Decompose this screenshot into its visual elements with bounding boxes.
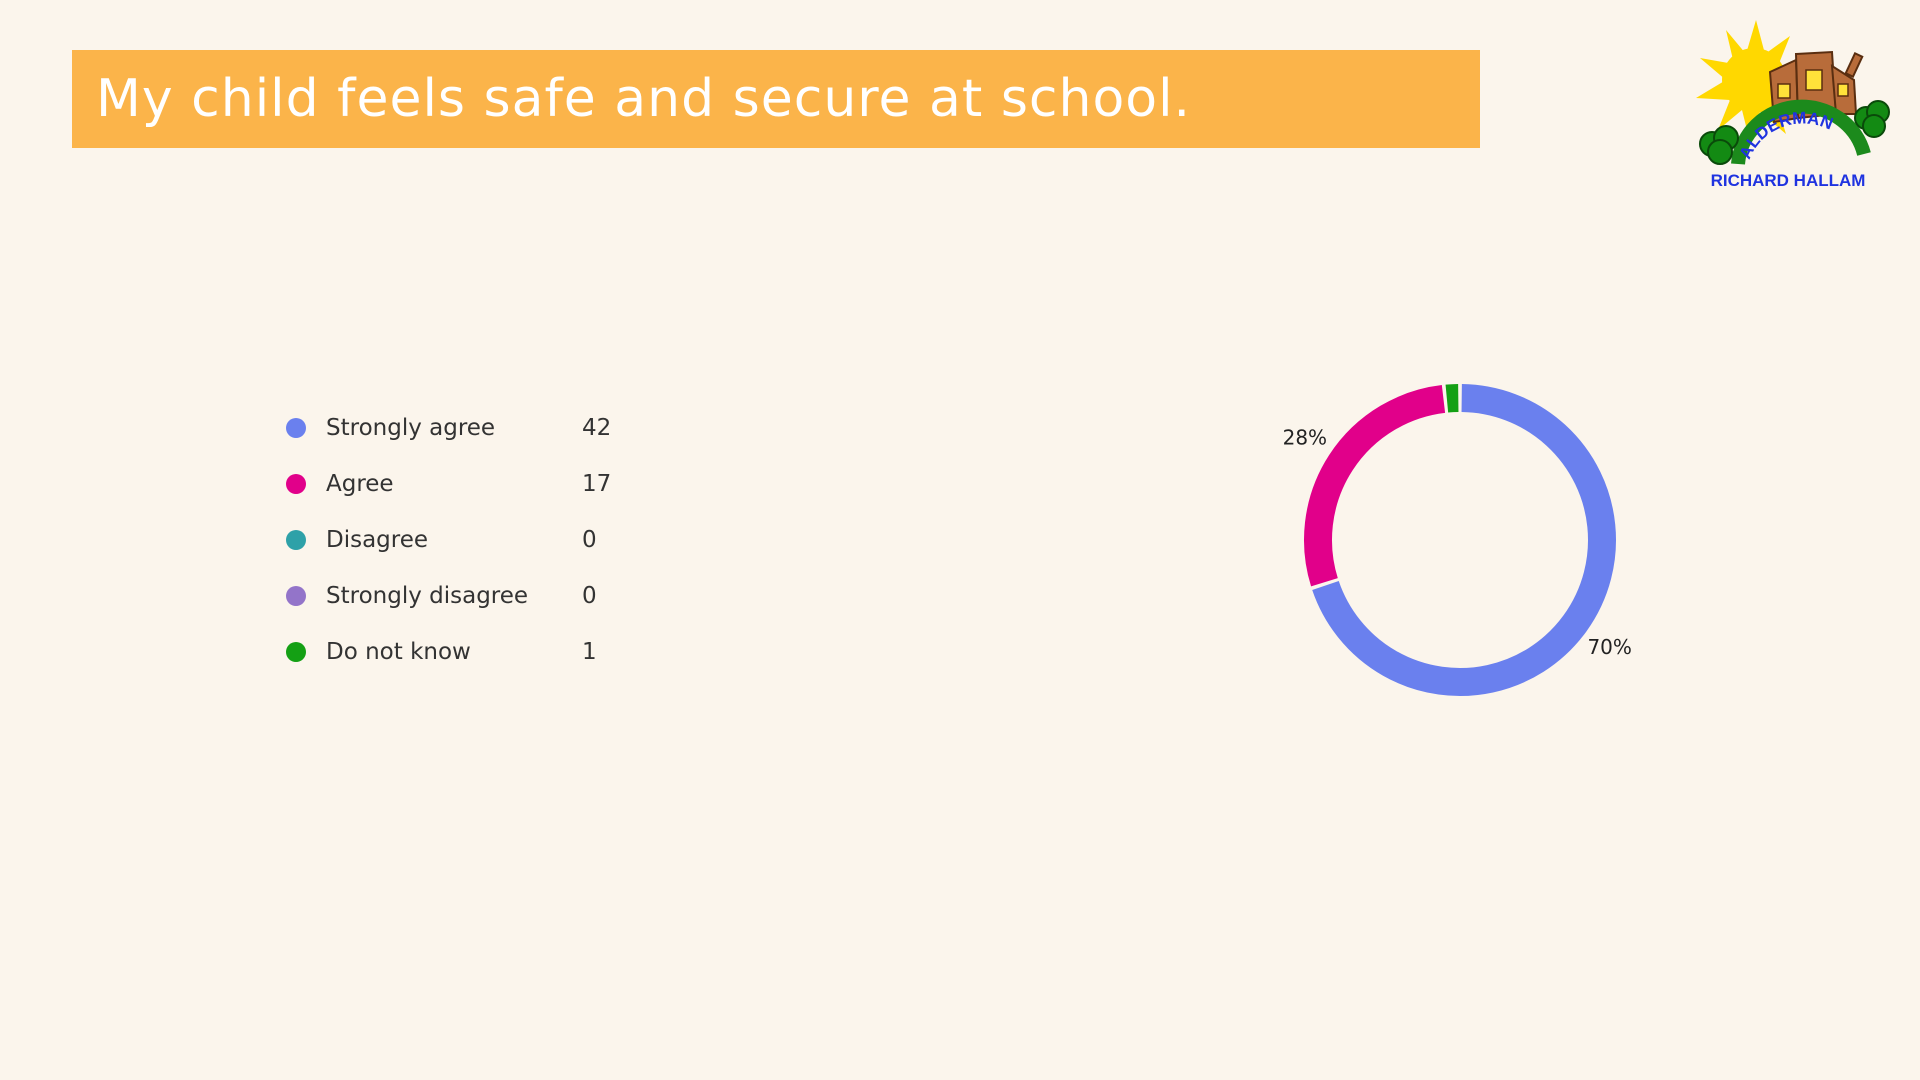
tree-icon bbox=[1699, 125, 1739, 165]
legend-item: Disagree 0 bbox=[286, 512, 646, 568]
legend-count: 1 bbox=[582, 639, 597, 665]
page-title: My child feels safe and secure at school… bbox=[96, 69, 1192, 129]
legend-count: 42 bbox=[582, 415, 612, 441]
legend-label: Agree bbox=[326, 471, 394, 497]
school-logo: ALDERMAN RICHARD HALLAM bbox=[1696, 20, 1890, 190]
legend-item: Strongly disagree 0 bbox=[286, 568, 646, 624]
legend-count: 0 bbox=[582, 583, 597, 609]
logo-bottom-text: RICHARD HALLAM bbox=[1711, 171, 1866, 190]
legend-item: Strongly agree 42 bbox=[286, 400, 646, 456]
legend-swatch bbox=[286, 586, 306, 606]
donut-slice bbox=[1445, 384, 1459, 413]
chart-legend: Strongly agree 42 Agree 17 Disagree 0 Strongly… bbox=[286, 400, 646, 680]
tree-icon bbox=[1854, 100, 1890, 138]
legend-label: Disagree bbox=[326, 527, 429, 553]
legend-count: 0 bbox=[582, 527, 597, 553]
legend-label: Strongly agree bbox=[326, 415, 496, 441]
legend-swatch bbox=[286, 642, 306, 662]
legend-item: Agree 17 bbox=[286, 456, 646, 512]
legend-label: Strongly disagree bbox=[326, 583, 529, 609]
legend-count: 17 bbox=[582, 471, 612, 497]
legend-swatch bbox=[286, 474, 306, 494]
data-label: 28% bbox=[1283, 426, 1327, 450]
donut-slice bbox=[1312, 384, 1616, 696]
donut-slice bbox=[1304, 385, 1446, 587]
title-banner: My child feels safe and secure at school… bbox=[72, 50, 1480, 148]
legend-swatch bbox=[286, 530, 306, 550]
legend-item: Do not know 1 bbox=[286, 624, 646, 680]
sun-icon bbox=[1696, 20, 1812, 142]
data-label: 70% bbox=[1587, 635, 1631, 659]
legend-label: Do not know bbox=[326, 639, 471, 665]
legend-swatch bbox=[286, 418, 306, 438]
donut-chart: 70% 28% bbox=[1283, 384, 1632, 696]
